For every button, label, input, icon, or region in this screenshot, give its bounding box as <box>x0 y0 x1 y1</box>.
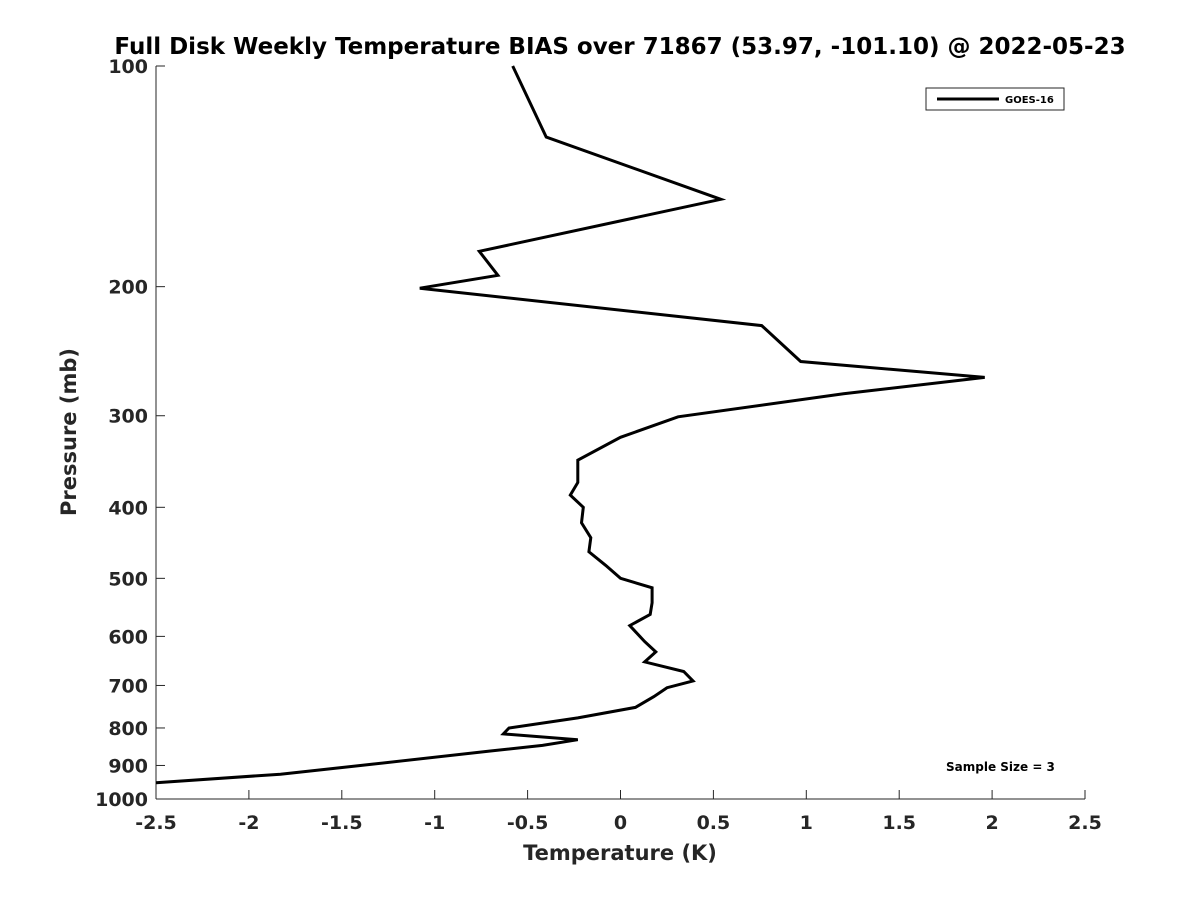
y-tick-label: 700 <box>108 675 148 697</box>
y-tick-label: 400 <box>108 497 148 519</box>
y-tick-label: 100 <box>108 56 148 78</box>
x-tick-label: -1.5 <box>321 812 363 834</box>
legend-label: GOES-16 <box>1005 95 1054 106</box>
y-tick-label: 200 <box>108 277 148 299</box>
chart-title: Full Disk Weekly Temperature BIAS over 7… <box>114 34 1125 60</box>
y-axis-label: Pressure (mb) <box>57 348 81 516</box>
x-tick-label: 0.5 <box>697 812 731 834</box>
x-tick-label: -1 <box>424 812 445 834</box>
x-tick-label: 2 <box>985 812 998 834</box>
y-tick-label: 800 <box>108 718 148 740</box>
x-tick-label: -2 <box>238 812 259 834</box>
y-axis-ticks: 100 200 300 400 500 600 700 800 900 1000 <box>95 56 165 811</box>
x-tick-label: 1.5 <box>882 812 916 834</box>
x-tick-label: 2.5 <box>1068 812 1102 834</box>
y-tick-label: 500 <box>108 568 148 590</box>
y-tick-label: 300 <box>108 406 148 428</box>
x-tick-label: -2.5 <box>135 812 177 834</box>
y-tick-label: 600 <box>108 626 148 648</box>
plot-area <box>156 66 1085 799</box>
y-tick-label: 1000 <box>95 789 148 811</box>
x-axis-ticks: -2.5 -2 -1.5 -1 -0.5 0 0.5 1 1.5 2 2.5 <box>135 790 1102 834</box>
legend: GOES-16 <box>925 87 1065 111</box>
series-layer <box>155 65 985 785</box>
series-line-goes-16 <box>155 65 985 785</box>
x-tick-label: 0 <box>614 812 627 834</box>
sample-size-annotation: Sample Size = 3 <box>946 760 1055 774</box>
x-tick-label: 1 <box>800 812 813 834</box>
y-tick-label: 900 <box>108 755 148 777</box>
x-axis-label: Temperature (K) <box>523 841 717 865</box>
x-tick-label: -0.5 <box>507 812 549 834</box>
